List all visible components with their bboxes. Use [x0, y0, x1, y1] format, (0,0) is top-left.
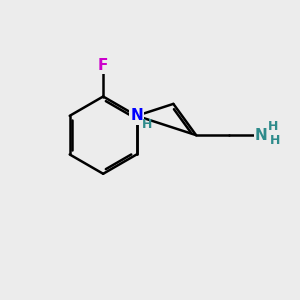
Text: H: H — [268, 120, 278, 133]
Text: H: H — [142, 118, 152, 130]
Text: H: H — [270, 134, 280, 147]
Text: F: F — [98, 58, 108, 73]
Text: N: N — [130, 108, 143, 123]
Text: N: N — [255, 128, 268, 142]
